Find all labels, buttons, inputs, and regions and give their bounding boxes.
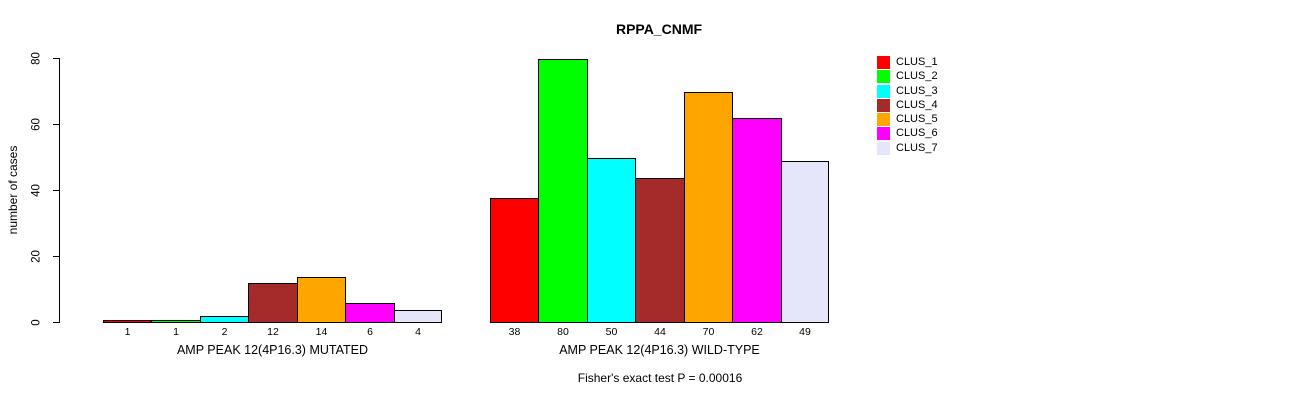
y-tick-mark (53, 124, 59, 125)
y-tick-mark (53, 256, 59, 257)
group-axis-label: AMP PEAK 12(4P16.3) MUTATED (176, 343, 369, 357)
legend: CLUS_1 CLUS_2 CLUS_3 CLUS_4 CLUS_5 CLUS_6 CLUS… (877, 56, 938, 155)
bar-clus_2 (538, 59, 588, 323)
bar-value-label: 6 (367, 326, 373, 338)
bar-value-label: 38 (508, 326, 521, 338)
bar-value-label: 12 (267, 326, 279, 338)
legend-item: CLUS_6 (877, 127, 938, 141)
bar-clus_5 (684, 92, 733, 323)
legend-swatch-icon (877, 113, 890, 127)
bar-clus_6 (345, 303, 395, 323)
bar-clus_5 (297, 277, 346, 323)
bar-clus_1 (103, 320, 152, 323)
bar-value-label: 1 (173, 326, 179, 338)
legend-swatch-icon (877, 141, 890, 155)
bar-clus_3 (200, 316, 249, 323)
chart-title: RPPA_CNMF (615, 21, 703, 37)
bar-clus_4 (635, 178, 685, 323)
bar-value-label: 70 (702, 326, 715, 338)
bar-clus_1 (490, 198, 539, 323)
y-tick-label: 0 (30, 319, 43, 326)
bar-clus_2 (151, 320, 201, 323)
y-tick-label: 80 (30, 52, 43, 65)
legend-item: CLUS_5 (877, 113, 938, 127)
bar-clus_7 (394, 310, 442, 323)
legend-label: CLUS_3 (896, 84, 938, 97)
legend-swatch-icon (877, 98, 890, 112)
bar-clus_3 (587, 158, 636, 323)
bar-clus_7 (781, 161, 829, 323)
legend-label: CLUS_6 (896, 127, 938, 140)
bar-clus_4 (248, 283, 298, 323)
y-tick-label: 40 (30, 184, 43, 197)
bar-clus_6 (732, 118, 782, 323)
y-axis-line (59, 58, 60, 323)
legend-item: CLUS_7 (877, 141, 938, 155)
legend-label: CLUS_5 (896, 113, 938, 126)
bar-value-label: 44 (654, 326, 666, 338)
legend-item: CLUS_1 (877, 56, 938, 69)
legend-item: CLUS_2 (877, 70, 938, 84)
legend-item: CLUS_4 (877, 98, 938, 112)
y-tick-label: 20 (30, 250, 43, 263)
legend-swatch-icon (877, 84, 890, 98)
bar-value-label: 14 (315, 326, 328, 338)
bar-value-label: 50 (605, 326, 618, 338)
bar-value-label: 49 (799, 326, 811, 338)
bar-value-label: 4 (415, 326, 421, 338)
y-tick-mark (53, 322, 59, 323)
legend-swatch-icon (877, 70, 890, 84)
legend-swatch-icon (877, 127, 890, 141)
y-axis-label: number of cases (6, 145, 20, 235)
y-tick-mark (53, 58, 59, 59)
legend-label: CLUS_4 (896, 98, 938, 111)
legend-item: CLUS_3 (877, 84, 938, 98)
bar-value-label: 62 (751, 326, 763, 338)
bar-value-label: 80 (557, 326, 569, 338)
legend-label: CLUS_7 (896, 141, 938, 154)
bar-value-label: 2 (221, 326, 228, 338)
y-tick-label: 60 (30, 118, 43, 131)
legend-swatch-icon (877, 56, 890, 69)
group-axis-label: AMP PEAK 12(4P16.3) WILD-TYPE (559, 343, 760, 357)
legend-label: CLUS_2 (896, 70, 938, 83)
legend-label: CLUS_1 (896, 56, 938, 68)
y-tick-mark (53, 190, 59, 191)
bar-value-label: 1 (124, 326, 131, 338)
fisher-test-annotation: Fisher's exact test P = 0.00016 (577, 371, 743, 385)
